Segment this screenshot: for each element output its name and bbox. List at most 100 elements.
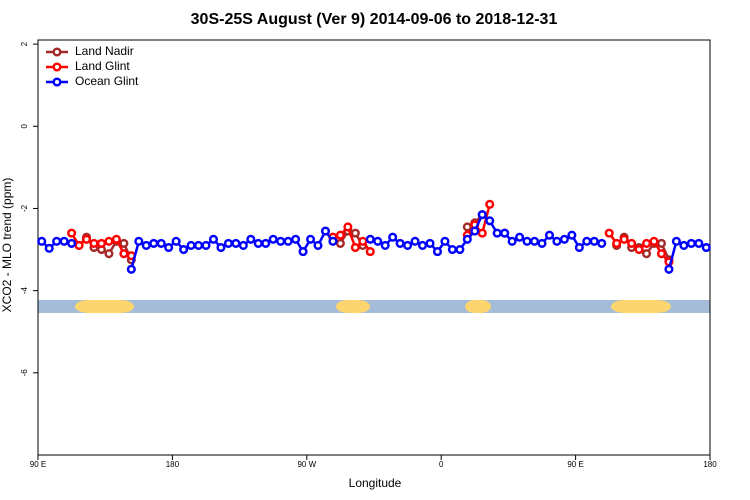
point bbox=[619, 234, 629, 244]
point bbox=[246, 234, 256, 244]
point bbox=[686, 238, 696, 248]
point bbox=[440, 236, 450, 246]
y-axis-label: XCO2 - MLO trend (ppm) bbox=[0, 178, 14, 313]
y-tick-label: -4 bbox=[20, 287, 29, 295]
x-tick-label: 90 E bbox=[567, 460, 583, 469]
point bbox=[44, 243, 54, 253]
point bbox=[373, 236, 383, 246]
point bbox=[395, 238, 405, 248]
point bbox=[477, 210, 487, 220]
point bbox=[403, 240, 413, 250]
x-tick-label: 90 W bbox=[297, 460, 316, 469]
point bbox=[89, 238, 99, 248]
point bbox=[164, 242, 174, 253]
point bbox=[365, 247, 375, 257]
point bbox=[126, 264, 136, 274]
point bbox=[216, 242, 226, 253]
point bbox=[627, 238, 637, 248]
point bbox=[447, 245, 457, 255]
point bbox=[582, 236, 592, 246]
point bbox=[104, 236, 114, 246]
point bbox=[268, 234, 278, 244]
point bbox=[141, 240, 151, 250]
point bbox=[515, 232, 525, 242]
point bbox=[149, 238, 159, 248]
point bbox=[656, 238, 667, 248]
point bbox=[589, 236, 599, 246]
point bbox=[96, 238, 107, 248]
y-tick-label: -2 bbox=[20, 204, 29, 212]
point bbox=[134, 236, 144, 246]
legend-marker bbox=[52, 77, 62, 87]
point bbox=[522, 236, 532, 246]
legend-label: Ocean Glint bbox=[75, 74, 139, 88]
point bbox=[649, 236, 659, 246]
point bbox=[455, 245, 465, 255]
point bbox=[462, 222, 472, 232]
point bbox=[477, 228, 487, 238]
point bbox=[223, 238, 233, 248]
point bbox=[59, 236, 69, 246]
point bbox=[380, 240, 390, 250]
point bbox=[291, 234, 301, 244]
legend-marker bbox=[52, 47, 62, 57]
point bbox=[388, 232, 398, 242]
point bbox=[694, 238, 704, 248]
point bbox=[679, 240, 689, 250]
y-tick-label: 0 bbox=[20, 124, 29, 129]
ocean-band bbox=[38, 300, 710, 313]
x-axis-label: Longitude bbox=[349, 476, 402, 490]
point bbox=[410, 236, 420, 246]
point bbox=[335, 238, 345, 248]
point bbox=[328, 236, 338, 246]
land-band bbox=[336, 300, 370, 313]
point bbox=[119, 238, 129, 248]
x-tick-label: 90 E bbox=[30, 460, 46, 469]
point bbox=[604, 228, 614, 238]
point bbox=[671, 236, 681, 246]
point bbox=[507, 236, 517, 246]
point bbox=[656, 249, 667, 259]
point bbox=[156, 238, 166, 248]
point bbox=[612, 238, 622, 248]
point bbox=[119, 249, 129, 259]
point bbox=[343, 222, 353, 232]
chart-title: 30S-25S August (Ver 9) 2014-09-06 to 201… bbox=[191, 11, 558, 28]
point bbox=[298, 247, 308, 257]
land-band bbox=[611, 300, 671, 313]
point bbox=[111, 234, 121, 244]
point bbox=[320, 226, 331, 236]
point bbox=[67, 238, 77, 248]
point bbox=[470, 226, 480, 236]
point bbox=[283, 236, 293, 246]
point bbox=[567, 230, 577, 240]
point bbox=[208, 234, 219, 244]
point bbox=[597, 238, 607, 248]
point bbox=[193, 240, 204, 250]
point bbox=[81, 234, 92, 244]
point bbox=[485, 216, 495, 226]
point bbox=[537, 238, 547, 248]
land-band bbox=[75, 300, 134, 313]
y-tick-label: 2 bbox=[20, 41, 29, 46]
point bbox=[186, 240, 196, 250]
point bbox=[462, 234, 472, 244]
point bbox=[179, 245, 189, 255]
point bbox=[67, 228, 77, 238]
point bbox=[253, 238, 263, 248]
point bbox=[417, 240, 428, 250]
point bbox=[313, 240, 323, 250]
point bbox=[701, 242, 711, 253]
plot-frame bbox=[37, 39, 711, 456]
point bbox=[664, 264, 674, 274]
point bbox=[104, 249, 114, 259]
point bbox=[500, 228, 510, 238]
point bbox=[634, 245, 644, 255]
point bbox=[425, 238, 435, 248]
point bbox=[641, 238, 652, 248]
point bbox=[358, 236, 368, 246]
point bbox=[350, 228, 360, 238]
point bbox=[261, 238, 271, 248]
point bbox=[350, 242, 360, 253]
